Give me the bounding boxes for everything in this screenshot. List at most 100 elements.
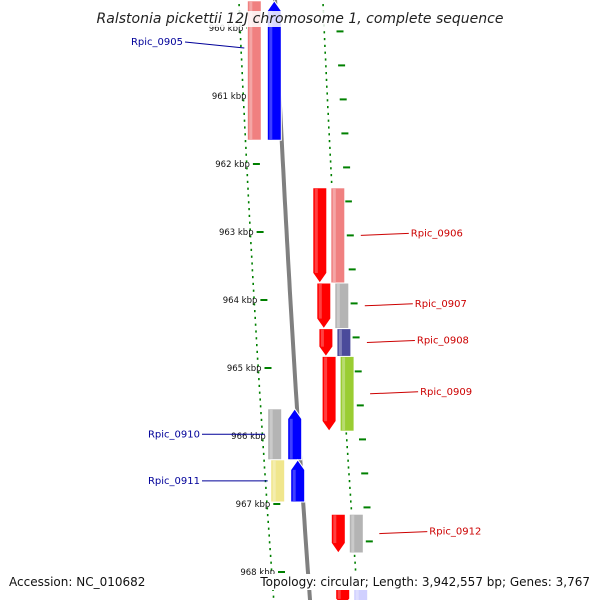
footer-backdrop xyxy=(257,574,592,590)
tick-dot xyxy=(353,554,356,557)
tick-dot xyxy=(329,153,331,156)
scale-tick xyxy=(343,166,351,169)
tick-dot xyxy=(324,51,326,54)
cds-arrow[interactable] xyxy=(290,458,306,503)
title-backdrop xyxy=(93,11,507,27)
tick-dot xyxy=(264,473,266,476)
gene-label[interactable]: Rpic_0910 xyxy=(148,429,200,440)
cds-arrow[interactable] xyxy=(266,0,282,141)
tick-dot xyxy=(347,466,350,469)
scale-tick xyxy=(356,404,364,407)
cog-sheen xyxy=(351,515,355,552)
cds-arrow[interactable] xyxy=(318,328,334,358)
tick-dot xyxy=(330,167,332,170)
tick-dot xyxy=(265,486,267,489)
tick-dot xyxy=(328,140,331,143)
tick-dot xyxy=(258,378,260,381)
tick-dot xyxy=(345,432,348,435)
gene-label[interactable]: Rpic_0911 xyxy=(148,476,200,487)
cds-arrow[interactable] xyxy=(287,407,303,461)
tick-dot xyxy=(256,357,259,360)
tick-dot xyxy=(325,65,327,68)
tick-dot xyxy=(254,316,256,319)
label-leader-line xyxy=(360,232,409,236)
tick-dot xyxy=(246,180,249,183)
label-leader-line xyxy=(379,531,428,535)
tick-dot xyxy=(252,276,254,279)
tick-dot xyxy=(250,242,252,245)
tick-dot xyxy=(247,201,250,204)
tick-dot xyxy=(246,167,248,170)
cds-arrow[interactable] xyxy=(330,513,346,554)
cds-arrow[interactable] xyxy=(316,282,332,330)
tick-dot xyxy=(243,106,245,109)
tick-dot xyxy=(250,255,253,258)
cds-arrow[interactable] xyxy=(321,355,337,433)
tick-dot xyxy=(328,133,330,136)
tick-dot xyxy=(324,44,326,47)
tick-dot xyxy=(252,289,255,292)
tick-dot xyxy=(254,323,257,326)
tick-dot xyxy=(268,534,270,537)
tick-dot xyxy=(250,248,253,251)
tick-dot xyxy=(329,146,331,149)
gene-label[interactable]: Rpic_0906 xyxy=(411,228,463,239)
tick-dot xyxy=(256,350,258,353)
scale-tick xyxy=(348,268,356,271)
scale-tick xyxy=(359,438,366,441)
scale-tick xyxy=(278,571,285,573)
gene-label[interactable]: Rpic_0908 xyxy=(417,336,469,347)
tick-dot xyxy=(240,51,242,54)
scale-tick-label: 964 kbp xyxy=(223,296,258,306)
tick-dot xyxy=(253,296,255,299)
cds-sheen xyxy=(318,284,322,319)
cds-arrow[interactable] xyxy=(312,187,328,284)
tick-dot xyxy=(258,391,261,394)
tick-dot xyxy=(245,153,247,156)
tick-dot xyxy=(266,514,269,517)
tick-dot xyxy=(249,228,251,231)
gene-labels: Rpic_0905 Rpic_0906 Rpic_0907 Rpic_0908 Rpic… xyxy=(131,37,481,538)
scale-tick-label: 961 kbp xyxy=(212,92,247,102)
tick-dot xyxy=(247,194,250,197)
tick-dot xyxy=(327,119,330,122)
gene-label[interactable]: Rpic_0907 xyxy=(415,299,467,310)
scale-tick xyxy=(350,302,358,305)
tick-dot xyxy=(249,235,252,238)
label-leader-line xyxy=(364,303,413,307)
tick-dot xyxy=(260,412,262,415)
tick-dot xyxy=(246,174,249,177)
scale-tick xyxy=(273,503,281,505)
cds-sheen xyxy=(289,418,293,459)
tick-dot xyxy=(267,520,269,523)
gene-label[interactable]: Rpic_0909 xyxy=(420,387,472,398)
cds-sheen xyxy=(324,357,328,422)
scale-tick-label: 960 kbp xyxy=(209,24,244,34)
tick-dot xyxy=(243,112,245,115)
tick-dot xyxy=(259,405,262,408)
scale-tick xyxy=(252,163,260,165)
tick-dot xyxy=(349,486,351,489)
tick-dot xyxy=(262,446,264,449)
tick-dot xyxy=(327,112,329,115)
scale-tick xyxy=(341,132,349,135)
scale-tick-label: 962 kbp xyxy=(215,160,250,170)
gene-label[interactable]: Rpic_0905 xyxy=(131,37,183,48)
tick-dot xyxy=(244,133,246,136)
tick-dot xyxy=(261,425,263,428)
scale-tick-label: 967 kbp xyxy=(236,500,271,510)
scale-tick xyxy=(256,231,264,233)
tick-dot xyxy=(269,548,271,551)
tick-dot xyxy=(262,439,264,442)
topology-summary: Topology: circular; Length: 3,942,557 bp… xyxy=(259,575,590,589)
tick-dot xyxy=(244,140,247,143)
tick-dot xyxy=(346,446,348,449)
tick-dot xyxy=(326,85,328,88)
tick-dot xyxy=(350,507,353,510)
gene-label[interactable]: Rpic_0912 xyxy=(429,527,481,538)
scale-tick xyxy=(336,30,344,33)
tick-dot xyxy=(325,72,327,75)
tick-dot xyxy=(241,65,243,68)
scale-tick xyxy=(346,234,354,237)
tick-dot xyxy=(267,527,270,530)
